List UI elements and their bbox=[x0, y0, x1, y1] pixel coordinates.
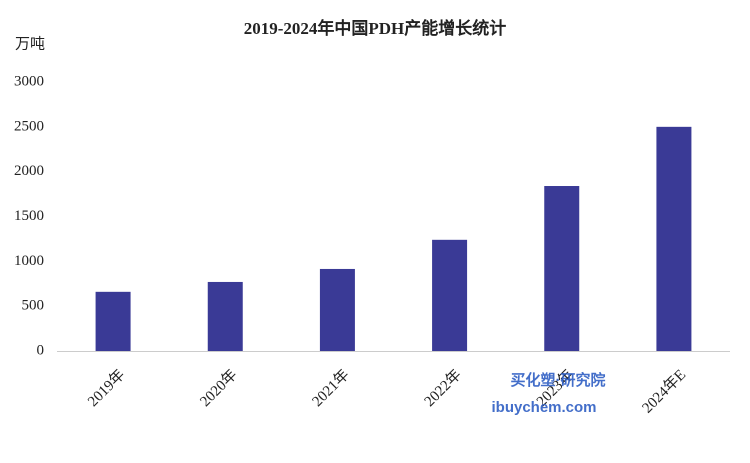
bar bbox=[544, 186, 580, 351]
y-tick-label: 1500 bbox=[14, 208, 44, 224]
y-tick-label: 3000 bbox=[14, 73, 44, 89]
y-tick-label: 1000 bbox=[14, 253, 44, 269]
x-tick-label: 2024年E bbox=[639, 366, 689, 416]
x-tick-label: 2021年 bbox=[309, 366, 353, 410]
bar bbox=[319, 268, 355, 351]
x-tick-label: 2022年 bbox=[421, 366, 465, 410]
x-tick-label: 2019年 bbox=[84, 366, 128, 410]
bar bbox=[95, 291, 131, 351]
y-tick-label: 2500 bbox=[14, 118, 44, 134]
bar bbox=[656, 126, 692, 351]
y-axis-label: 万吨 bbox=[15, 35, 45, 52]
y-tick-label: 500 bbox=[22, 298, 45, 314]
chart-title: 2019-2024年中国PDH产能增长统计 bbox=[244, 18, 507, 38]
watermark-name: 买化塑·研究院 bbox=[511, 371, 606, 389]
watermark-url: ibuychem.com bbox=[491, 399, 596, 416]
y-tick-label: 0 bbox=[37, 342, 45, 358]
bar bbox=[207, 281, 243, 351]
bar bbox=[432, 239, 468, 351]
x-tick-label: 2020年 bbox=[197, 366, 241, 410]
y-tick-label: 2000 bbox=[14, 163, 44, 179]
